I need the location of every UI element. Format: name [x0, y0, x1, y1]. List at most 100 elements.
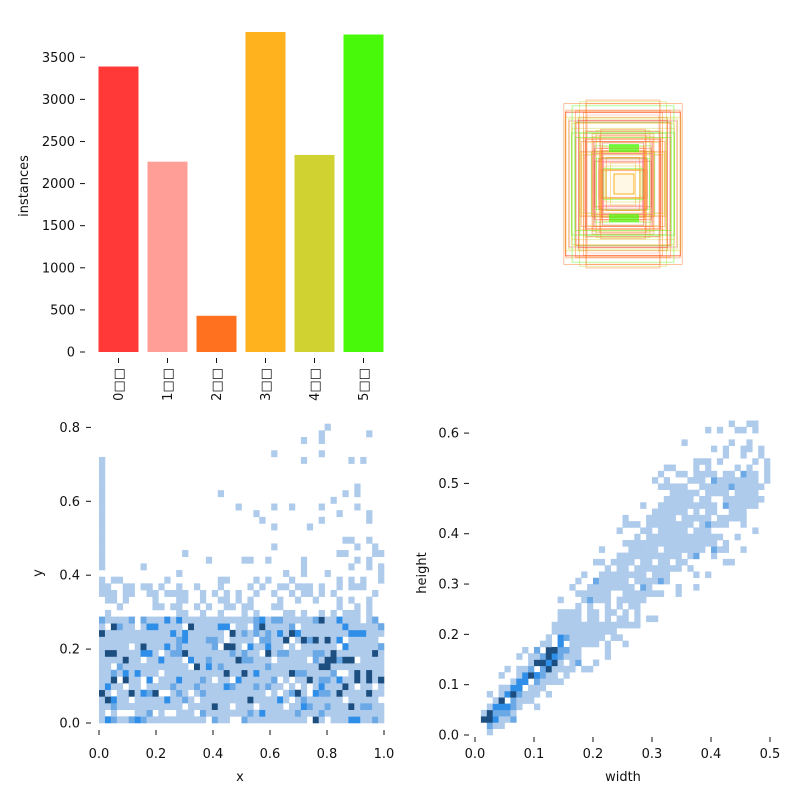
cell	[158, 703, 165, 710]
cell	[498, 690, 505, 698]
cell	[194, 669, 201, 677]
cell	[259, 716, 266, 724]
cell	[640, 596, 647, 604]
cell	[622, 552, 629, 560]
cell	[663, 540, 670, 547]
cell	[693, 552, 700, 560]
cell	[575, 590, 582, 597]
cell	[663, 483, 670, 491]
cell	[134, 716, 141, 724]
cell	[693, 546, 700, 553]
cell	[330, 656, 337, 664]
cell	[758, 495, 765, 503]
cell	[122, 676, 129, 684]
cell	[283, 656, 290, 664]
cell	[378, 623, 385, 631]
cell	[539, 678, 547, 685]
cell	[318, 703, 325, 710]
cell	[104, 583, 112, 591]
y-tick-label-7: 3500	[42, 51, 75, 66]
cell	[604, 653, 611, 660]
cell	[330, 709, 337, 717]
cell	[116, 696, 124, 704]
cell	[128, 689, 135, 697]
box-23	[584, 154, 662, 214]
cell	[99, 663, 106, 671]
cell	[563, 646, 570, 654]
cell	[646, 521, 653, 528]
cell	[669, 483, 676, 491]
cell	[598, 596, 606, 604]
cell	[194, 683, 201, 691]
cell	[669, 546, 676, 553]
cell	[764, 477, 771, 484]
cell	[312, 623, 319, 631]
cell	[199, 636, 207, 644]
cell	[146, 616, 153, 624]
box-42	[595, 134, 651, 234]
cell	[265, 663, 272, 671]
x-tick-label-3: 0.3	[642, 747, 663, 762]
cell	[170, 656, 177, 664]
cell	[593, 590, 600, 597]
cell	[752, 477, 759, 484]
cell	[366, 636, 373, 644]
cell	[253, 663, 260, 671]
cell	[265, 703, 272, 710]
cell	[510, 709, 517, 717]
cell	[277, 716, 284, 724]
cell	[330, 589, 337, 597]
cell	[330, 636, 337, 644]
cell	[510, 678, 517, 685]
cell	[188, 683, 195, 691]
cell	[378, 709, 385, 717]
cell	[318, 676, 325, 684]
cell	[728, 508, 735, 516]
cell	[300, 609, 308, 617]
cell	[223, 596, 230, 604]
cell	[728, 495, 735, 503]
cell	[146, 623, 153, 631]
cell	[330, 689, 337, 697]
cell	[693, 464, 700, 472]
cell	[99, 643, 106, 651]
cell	[235, 669, 242, 677]
y-tick-label-3: 0.6	[59, 495, 80, 510]
cell	[336, 676, 343, 684]
cell	[705, 508, 712, 516]
cell	[247, 603, 254, 611]
cell	[378, 550, 385, 558]
cell	[241, 623, 248, 631]
cell	[122, 703, 129, 710]
cell	[652, 540, 659, 547]
cell	[289, 623, 296, 631]
cell	[534, 659, 541, 667]
cell	[122, 616, 129, 624]
cell	[146, 656, 153, 664]
cell	[498, 697, 505, 704]
cell	[687, 502, 694, 509]
cell	[734, 495, 741, 503]
cell	[104, 589, 112, 597]
cell	[669, 533, 676, 541]
cell	[551, 646, 558, 654]
cell	[318, 629, 325, 637]
cell	[318, 436, 325, 444]
cell	[722, 514, 729, 522]
cell	[366, 609, 373, 617]
cell	[217, 636, 224, 644]
cell	[229, 689, 236, 697]
cell	[300, 616, 308, 624]
cell	[330, 703, 337, 710]
cell	[628, 584, 635, 591]
cell	[235, 683, 242, 691]
cell	[194, 689, 201, 697]
box-overlay-panel	[563, 99, 683, 269]
cell	[360, 456, 367, 464]
cell	[235, 596, 242, 604]
box-2	[594, 160, 652, 208]
cell	[604, 602, 611, 610]
cell	[241, 603, 248, 611]
cell	[99, 496, 106, 504]
x-tick-label-2: 2□□	[210, 368, 225, 401]
